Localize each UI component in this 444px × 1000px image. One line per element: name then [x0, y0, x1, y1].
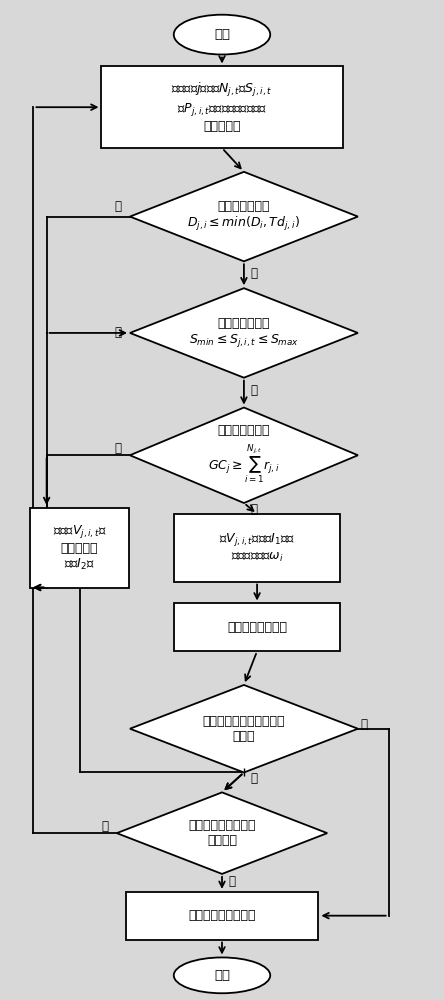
Polygon shape [130, 685, 358, 772]
Ellipse shape [174, 15, 270, 54]
Text: 判断是否满足：
$S_{min}\leq S_{j,i,t}\leq S_{max}$: 判断是否满足： $S_{min}\leq S_{j,i,t}\leq S_{ma… [189, 317, 299, 349]
Text: 确定分配的时隙数: 确定分配的时隙数 [227, 621, 287, 634]
Polygon shape [130, 288, 358, 378]
Polygon shape [117, 792, 327, 874]
Polygon shape [130, 408, 358, 503]
Text: 是: 是 [250, 267, 258, 280]
Text: 判断节点是否有新的
数据业务: 判断节点是否有新的 数据业务 [188, 819, 256, 847]
Text: 是: 是 [250, 503, 258, 516]
Text: 判断是否有未被利用的调
度时隙: 判断是否有未被利用的调 度时隙 [202, 715, 285, 743]
Text: 否: 否 [114, 326, 121, 339]
Text: 将节点$V_{j,i,t}$移
动到子调度
列表$I_2$中: 将节点$V_{j,i,t}$移 动到子调度 列表$I_2$中 [53, 523, 107, 572]
Text: 判断是否满足：
$GC_j\geq\sum_{i=1}^{N_{j,t}} r_{j,i}$: 判断是否满足： $GC_j\geq\sum_{i=1}^{N_{j,t}} r_… [208, 424, 280, 486]
Text: 将$V_{j,i,t}$加入到$I_1$中，
计算其业务的$\omega_i$: 将$V_{j,i,t}$加入到$I_1$中， 计算其业务的$\omega_i$ [219, 531, 295, 564]
Text: 开始: 开始 [214, 28, 230, 41]
Text: 是: 是 [101, 820, 108, 833]
Text: 否: 否 [114, 200, 121, 213]
Bar [30, 508, 129, 588]
Text: 否: 否 [360, 718, 367, 731]
Bar [174, 514, 341, 582]
Text: 是: 是 [250, 772, 258, 785]
Text: 结束: 结束 [214, 969, 230, 982]
Bar [174, 603, 341, 651]
Polygon shape [130, 172, 358, 261]
Ellipse shape [174, 957, 270, 993]
Bar [126, 892, 318, 940]
Bar [101, 66, 343, 148]
Text: 路旁设备$j$测量出$N_{j,t}$、$S_{j,i,t}$
和$P_{j,i,t}$，其通过广播告知其
他路旁设备: 路旁设备$j$测量出$N_{j,t}$、$S_{j,i,t}$ 和$P_{j,i… [171, 81, 273, 133]
Text: 否: 否 [114, 442, 121, 455]
Text: 对剩余时隙进行分配: 对剩余时隙进行分配 [188, 909, 256, 922]
Text: 否: 否 [229, 875, 236, 888]
Text: 判断是否满足：
$D_{j,i}\leq min(D_i,Td_{j,i})$: 判断是否满足： $D_{j,i}\leq min(D_i,Td_{j,i})$ [187, 200, 301, 233]
Text: 是: 是 [250, 384, 258, 397]
